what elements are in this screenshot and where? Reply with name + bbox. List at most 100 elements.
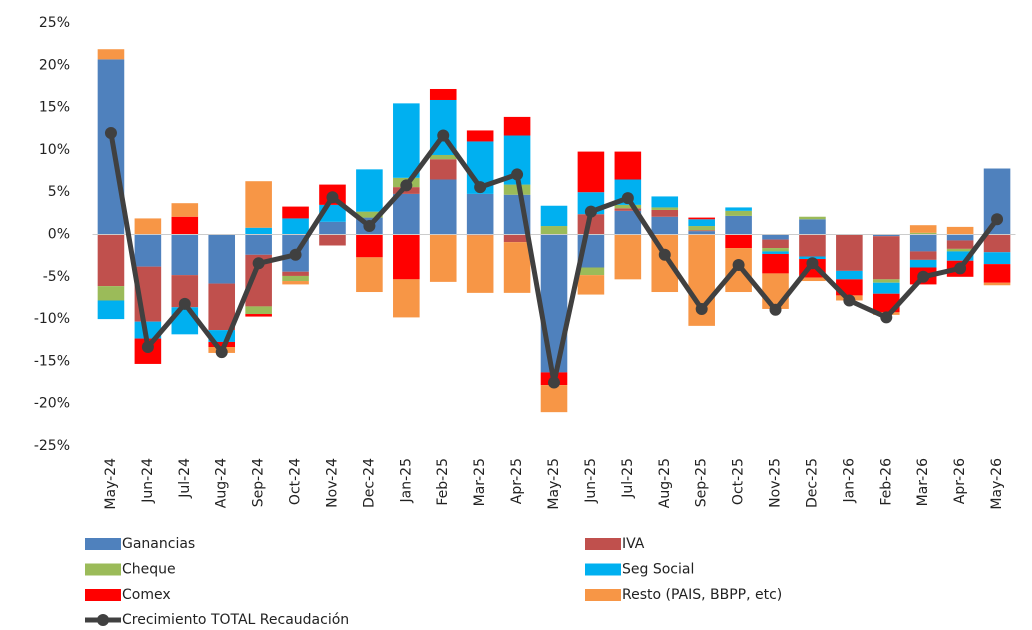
bar-segment [503,242,531,293]
bar-segment [688,230,715,232]
bar-segment [614,151,642,180]
line-marker [289,248,302,261]
bar-segment [319,234,346,246]
line-marker [511,168,524,181]
bar-segment [983,234,1011,253]
x-tick-label: May-26 [989,458,1005,510]
line-marker [769,303,782,316]
bar-segment [762,253,789,274]
x-tick-label: Feb-26 [878,458,894,506]
line-marker [178,297,191,310]
bar-segment [134,234,162,267]
line-marker [658,248,671,261]
bar-segment [946,226,974,235]
bar-segment [356,211,383,218]
bar-segment [799,277,826,282]
x-tick-label: May-24 [103,458,119,510]
bar-segment [762,234,789,240]
x-tick-label: Feb-25 [435,458,451,506]
x-tick-label: Oct-24 [288,458,304,505]
bar-segment [946,251,974,261]
bar-segment [983,282,1011,286]
line-marker [954,262,967,275]
line-marker [215,346,228,359]
bar-segment [651,216,679,235]
x-tick-label: Dec-25 [804,458,820,508]
bar-segment [799,219,826,235]
x-tick-label: Jul-25 [620,458,636,499]
bar-segment [688,219,715,227]
bar-segment [909,234,937,252]
legend-swatch [85,589,121,601]
line-marker [917,270,930,283]
bar-segment [614,204,642,209]
bar-segment [651,207,679,210]
bar-segment [909,225,937,233]
y-tick-label: 20% [39,57,70,73]
bar-segment [466,235,494,293]
y-tick-label: 25% [39,15,70,31]
bar-segment [651,209,679,217]
bar-segment [97,300,125,320]
line-marker [474,181,487,194]
bar-segment [872,234,900,237]
bar-segment [946,240,974,249]
bar-segment [540,205,568,227]
legend-label: Resto (PAIS, BBPP, etc) [622,587,782,603]
line-marker [363,220,376,233]
bar-segment [577,275,605,295]
bar-segment [429,234,457,282]
x-tick-label: Sep-24 [251,458,267,507]
bar-segment [872,279,900,283]
line-marker [400,179,413,192]
legend-label: Seg Social [622,562,694,578]
legend-swatch [85,538,121,550]
bar-segment [983,264,1011,283]
bar-segment [503,234,531,243]
bar-segment [909,259,937,268]
y-tick-label: -10% [34,311,70,327]
x-tick-label: Mar-26 [915,458,931,506]
x-tick-label: Jan-26 [841,458,857,504]
bar-segment [282,218,309,235]
bar-segment [208,234,236,284]
bar-segment [725,207,752,211]
legend-label: Crecimiento TOTAL Recaudación [122,612,349,628]
bar-segment [983,252,1011,265]
line-marker [991,213,1004,226]
x-tick-label: Nov-25 [768,458,784,508]
bar-segment [134,218,162,235]
legend-label: Ganancias [122,536,195,552]
x-tick-label: Aug-24 [214,458,230,508]
line-marker [584,205,597,218]
line-marker [806,257,819,270]
bar-segment [909,251,937,260]
bar-segment [540,234,568,373]
bar-segment [282,206,309,219]
bar-segment [282,281,309,285]
line-marker [326,191,339,204]
legend-label: Comex [122,587,171,603]
x-tick-label: Jan-25 [398,458,414,503]
bar-segment [393,103,420,178]
legend-swatch [585,538,621,550]
bar-segment [97,49,125,60]
bar-segment [282,275,309,282]
bar-segment [836,270,863,280]
bar-segment [503,184,531,195]
bar-segment [208,341,236,348]
bar-segment [282,271,309,276]
y-tick-label: -15% [34,353,70,369]
bar-segment [577,151,605,193]
bar-segment [208,283,236,331]
bar-segment [614,210,642,235]
bar-segment [762,273,789,309]
bar-segment [429,179,457,235]
bar-segment [688,231,715,235]
x-tick-label: May-25 [546,458,562,510]
bar-segment [319,221,346,235]
bar-segment [725,210,752,216]
line-marker [732,258,745,271]
bar-segment [245,234,272,255]
bar-segment [577,214,605,235]
